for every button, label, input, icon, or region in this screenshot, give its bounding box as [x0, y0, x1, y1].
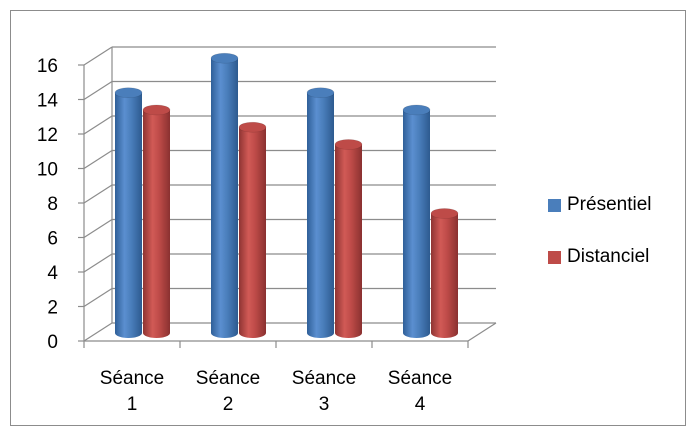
bar-top [334, 139, 363, 150]
bar-top [306, 87, 335, 98]
bar [238, 121, 267, 338]
y-tick-label: 2 [47, 298, 58, 319]
bar [142, 104, 171, 338]
bar-top [402, 104, 431, 116]
bar [334, 139, 363, 338]
gridline-side [83, 253, 113, 273]
x-tick-label: 2 [223, 394, 234, 415]
y-tick-label: 12 [37, 125, 58, 146]
y-tick-label: 8 [47, 194, 58, 215]
bar-top [114, 87, 143, 98]
bar-body [143, 109, 170, 338]
bar-body [307, 92, 334, 338]
y-tick-label: 4 [47, 263, 58, 284]
gridline-side [83, 46, 113, 66]
y-tick-label: 16 [37, 56, 58, 77]
gridline-side [83, 115, 113, 135]
gridline-side [83, 287, 113, 308]
bar-body [239, 127, 266, 338]
bar-top [430, 208, 459, 219]
bar-body [115, 92, 142, 338]
legend-label: Distanciel [567, 246, 650, 267]
legend-label: Présentiel [567, 194, 652, 215]
floor-right-edge [467, 322, 497, 342]
y-tick-label: 14 [37, 91, 59, 112]
bar [306, 87, 335, 338]
gridline-side [83, 184, 113, 204]
bar-body [403, 109, 430, 338]
x-tick-label: Séance [388, 368, 452, 389]
y-tick-label: 0 [47, 332, 58, 353]
legend: Présentiel Distanciel [548, 190, 652, 294]
gridline-side [83, 322, 113, 342]
y-tick-label: 10 [37, 160, 58, 181]
x-tick-label: Séance [292, 368, 356, 389]
bar-body [431, 213, 458, 338]
x-tick-label: Séance [100, 368, 164, 389]
bar [402, 104, 431, 338]
bar [114, 87, 143, 338]
y-tick-label: 6 [47, 229, 58, 250]
gridline-side [83, 149, 113, 170]
legend-item: Distanciel [548, 242, 652, 272]
legend-swatch [548, 250, 561, 264]
gridline-side [83, 218, 113, 239]
axis-labels: 0 2 4 6 8 10 12 14 16 Séance 1 Séance 2 Séance 3 Séance… [37, 56, 452, 415]
x-tick-label: Séance [196, 368, 260, 389]
bar-body [335, 144, 362, 338]
x-tick-label: 1 [127, 394, 138, 415]
bars [114, 52, 459, 338]
legend-item: Présentiel [548, 190, 652, 220]
x-tick-label: 3 [319, 394, 330, 415]
bar [210, 52, 239, 338]
gridline-side [83, 80, 113, 101]
bar-top [210, 52, 239, 64]
legend-swatch [548, 198, 561, 212]
bar-top [142, 104, 171, 116]
axes [78, 47, 497, 348]
bar-body [211, 58, 238, 338]
x-tick-label: 4 [415, 394, 426, 415]
bar-top [238, 121, 267, 133]
bar [430, 208, 459, 338]
